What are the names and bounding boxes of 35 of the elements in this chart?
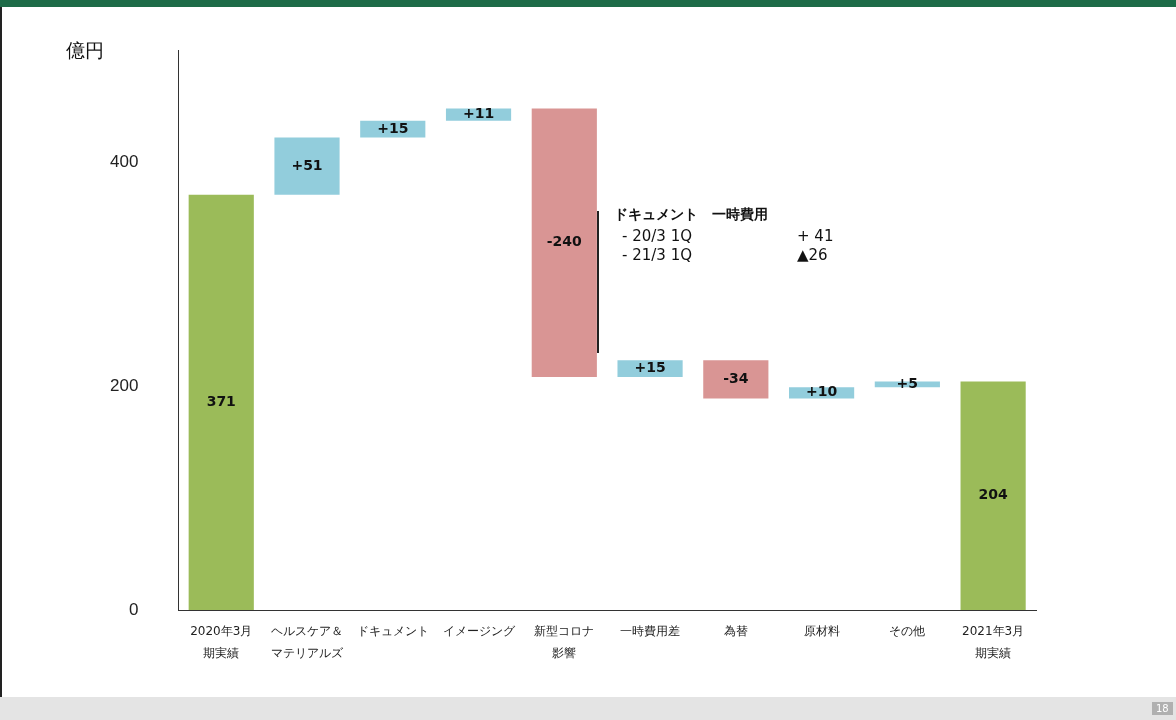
data-label: +5: [896, 375, 919, 392]
x-tick-label: 新型コロナ影響: [534, 623, 595, 662]
bar: [960, 381, 1026, 610]
data-label: -34: [723, 370, 749, 386]
data-label: +15: [634, 359, 666, 376]
bar: [703, 360, 769, 399]
x-tick-label: ドキュメント: [356, 623, 429, 640]
annotation: - 21/3 1Q: [622, 246, 692, 264]
x-tick-label: ヘルスケア＆マテリアルズ: [271, 623, 343, 662]
x-tick-label: 2020年3月期実績: [190, 623, 253, 662]
data-label: -240: [546, 233, 583, 250]
annotation: ドキュメント 一時費用: [614, 206, 768, 224]
y-tick-label: 0: [128, 599, 139, 619]
x-tick-label: 一時費用差: [620, 623, 681, 640]
x-tick-label: 為替: [723, 623, 748, 640]
x-tick-label: イメージング: [442, 623, 515, 640]
data-label: +51: [291, 156, 323, 173]
x-tick-label: 2021年3月期実績: [962, 623, 1025, 662]
bar: [531, 108, 597, 378]
text: 18: [1152, 702, 1173, 715]
y-axis-title: 億円: [66, 38, 104, 63]
data-label: +11: [462, 105, 495, 122]
y-tick-label: 400: [109, 151, 139, 171]
x-tick-label: その他: [889, 623, 926, 640]
data-label: 204: [978, 486, 1008, 503]
data-label: 371: [206, 392, 236, 409]
annotation: ▲26: [797, 246, 828, 264]
annotation: - 20/3 1Q: [622, 227, 692, 245]
data-label: +15: [377, 119, 409, 136]
data-label: +10: [805, 383, 838, 400]
bar: [188, 194, 254, 610]
bar: [274, 137, 340, 195]
x-tick-label: 原材料: [803, 623, 840, 640]
annotation: + 41: [797, 227, 834, 245]
y-tick-label: 200: [109, 375, 139, 395]
